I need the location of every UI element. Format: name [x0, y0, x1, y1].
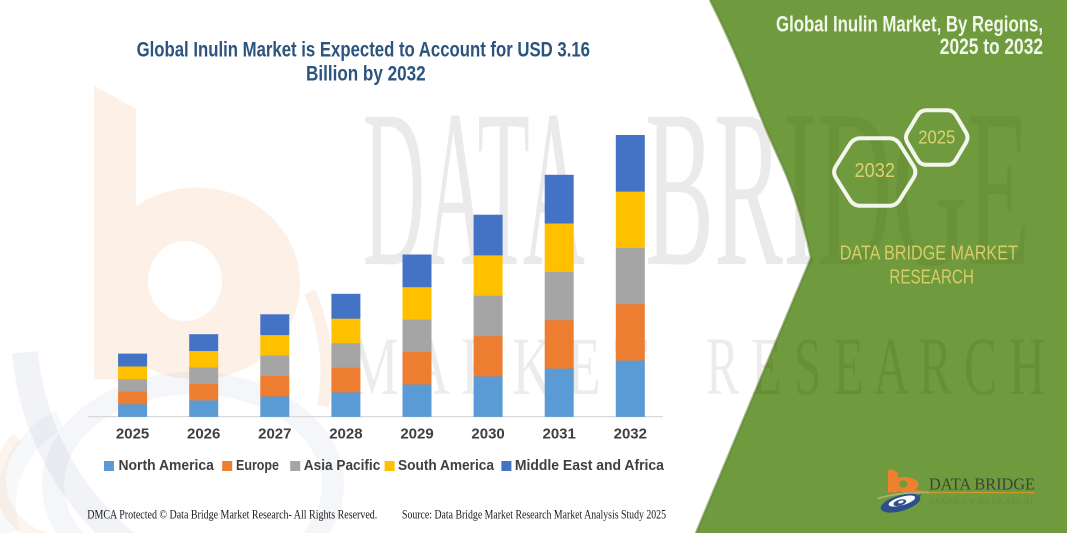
svg-text:North America: North America [119, 457, 215, 474]
svg-text:2025 to 2032: 2025 to 2032 [940, 34, 1043, 59]
svg-text:Billion by 2032: Billion by 2032 [306, 63, 426, 86]
svg-text:2026: 2026 [187, 426, 220, 443]
svg-text:2030: 2030 [471, 426, 504, 443]
svg-text:2032: 2032 [855, 160, 896, 182]
svg-text:DATA BRIDGE: DATA BRIDGE [929, 475, 1035, 494]
svg-text:Middle East and Africa: Middle East and Africa [515, 457, 665, 474]
svg-text:2027: 2027 [258, 426, 291, 443]
svg-text:2031: 2031 [543, 426, 576, 443]
svg-text:2028: 2028 [329, 426, 362, 443]
svg-text:2029: 2029 [400, 426, 433, 443]
svg-text:RESEARCH: RESEARCH [889, 267, 974, 289]
svg-text:DATA BRIDGE MARKET: DATA BRIDGE MARKET [840, 242, 1018, 264]
svg-text:Source: Data Bridge Market Res: Source: Data Bridge Market Research Mark… [402, 507, 666, 522]
svg-text:2025: 2025 [918, 127, 955, 148]
svg-text:Global Inulin Market, By Regio: Global Inulin Market, By Regions, [776, 11, 1043, 36]
svg-text:Europe: Europe [236, 457, 279, 474]
svg-text:Asia Pacific: Asia Pacific [304, 457, 381, 474]
svg-text:2032: 2032 [614, 426, 647, 443]
svg-text:MARKET RESEARCH: MARKET RESEARCH [930, 497, 1035, 506]
svg-text:2025: 2025 [116, 426, 149, 443]
svg-text:DMCA Protected © Data Bridge M: DMCA Protected © Data Bridge Market Rese… [87, 507, 377, 522]
svg-text:South America: South America [398, 457, 495, 474]
svg-text:Global Inulin Market is Expect: Global Inulin Market is Expected to Acco… [137, 39, 590, 62]
